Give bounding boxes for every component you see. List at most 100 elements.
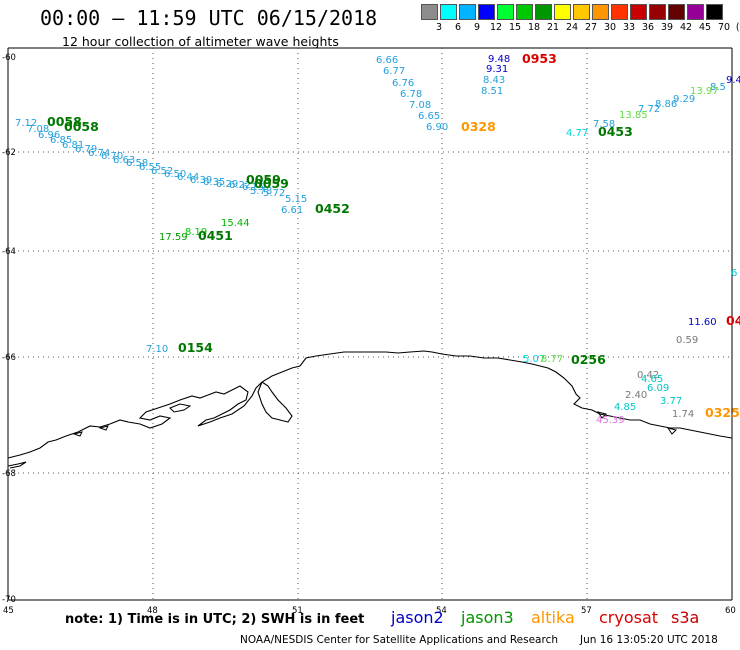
wave-height-label: 6.15 <box>242 182 264 193</box>
wave-height-label: 8.5 <box>710 82 726 93</box>
wave-height-label: 6.61 <box>281 205 303 216</box>
pass-time-label: 0452 <box>315 201 350 216</box>
scale-swatch <box>630 4 647 20</box>
pass-time-label: 0058 <box>64 119 99 134</box>
scale-swatch <box>516 4 533 20</box>
wave-height-label: 6.79 <box>75 144 97 155</box>
pass-time-label: 0328 <box>461 119 496 134</box>
wave-height-labels: 6.666.776.766.787.086.656.90 03289.489.31… <box>15 51 740 426</box>
scale-label: 21 <box>546 22 560 33</box>
scale-label: 30 <box>603 22 617 33</box>
scale-swatch <box>611 4 628 20</box>
wave-height-label: 6.22 <box>229 180 251 191</box>
scale-label: 15 <box>508 22 522 33</box>
wave-height-label: 15.44 <box>221 218 250 229</box>
wave-height-label: 6.39 <box>190 175 212 186</box>
wave-height-label: 6.55 <box>139 162 161 173</box>
legend-altika: altika <box>531 608 575 627</box>
wave-height-label: 13.85 <box>619 110 648 121</box>
wave-height-label: 6.50 <box>164 169 186 180</box>
wave-height-label: 6.44 <box>177 172 199 183</box>
coastline-islands <box>72 403 677 437</box>
pass-time-label: 0325 <box>705 405 740 420</box>
scale-label: 24 <box>565 22 579 33</box>
wave-height-label: 5.07 <box>523 354 545 365</box>
lat-label: -66 <box>2 353 16 363</box>
wave-height-label: 6.63 <box>113 155 135 166</box>
lat-label: -62 <box>2 148 16 158</box>
pass-time-label: 0953 <box>522 51 557 66</box>
scale-label: 45 <box>698 22 712 33</box>
wave-height-label: 7.10 <box>146 344 168 355</box>
wave-height-label: 6.09 <box>647 383 669 394</box>
lat-label: -68 <box>2 469 16 479</box>
pass-time-label: 04 <box>726 313 740 328</box>
wave-height-label: 45.39 <box>596 415 625 426</box>
wave-height-label: 6.78 <box>400 89 422 100</box>
wave-height-label: 6.58 <box>126 158 148 169</box>
wave-height-label: 8.77 <box>541 354 563 365</box>
scale-swatch <box>497 4 514 20</box>
legend-jason2: jason2 <box>391 608 444 627</box>
lon-label: 54 <box>436 606 447 616</box>
scale-swatch <box>668 4 685 20</box>
wave-height-label: 4.77 <box>566 128 588 139</box>
wave-height-label: 8.19 <box>185 227 207 238</box>
scale-label: 9 <box>473 22 481 33</box>
wave-height-label: 6.81 <box>62 140 84 151</box>
wave-height-label: 2.40 <box>625 390 647 401</box>
wave-height-label: 6.35 <box>203 177 225 188</box>
scale-label: 36 <box>641 22 655 33</box>
scale-swatch <box>687 4 704 20</box>
pass-time-label: 0256 <box>571 352 606 367</box>
scale-label: 6 <box>454 22 462 33</box>
scale-swatch <box>535 4 552 20</box>
lat-label: -64 <box>2 247 16 257</box>
lon-label: 57 <box>581 606 592 616</box>
legend-cryosat: cryosat <box>599 608 659 627</box>
lat-label: -60 <box>2 53 16 63</box>
legend-jason3: jason3 <box>461 608 514 627</box>
wave-height-label: 7.58 <box>593 119 615 130</box>
scale-label: 42 <box>679 22 693 33</box>
scale-swatch <box>706 4 723 20</box>
wave-height-label: 6.90 <box>426 122 448 133</box>
pass-time-label: 0154 <box>178 340 213 355</box>
pass-time-label: 0451 <box>198 228 233 243</box>
wave-height-label: 6.65 <box>418 111 440 122</box>
scale-label: (ft) <box>735 22 740 33</box>
lon-label: 51 <box>292 606 303 616</box>
legend-s3a: s3a <box>671 608 700 627</box>
wave-height-label: 6 <box>731 268 737 279</box>
credit-text: NOAA/NESDIS Center for Satellite Applica… <box>240 634 558 646</box>
wave-height-label: 11.60 <box>688 317 717 328</box>
wave-height-label: 7.08 <box>409 100 431 111</box>
wave-height-label: 6.96 <box>38 130 60 141</box>
wave-height-label: 9.29 <box>673 94 695 105</box>
pass-time-label: 0059 <box>254 176 289 191</box>
wave-height-label: 17.59 <box>159 232 188 243</box>
wave-height-label: 9.4 <box>726 75 740 86</box>
footer-note: note: 1) Time is in UTC; 2) SWH is in fe… <box>65 612 365 627</box>
wave-height-label: 8.43 <box>483 75 505 86</box>
coastline <box>7 350 733 469</box>
pass-time-label: 0453 <box>598 124 633 139</box>
lat-label: -70 <box>2 595 16 605</box>
wave-height-label: 6.76 <box>392 78 414 89</box>
scale-swatch <box>440 4 457 20</box>
wave-height-label: 0.59 <box>676 335 698 346</box>
wave-height-label: 7.12 <box>15 118 37 129</box>
wave-height-label: 4.65 <box>641 374 663 385</box>
wave-height-label: 9.31 <box>486 64 508 75</box>
wave-height-label: 6.85 <box>50 135 72 146</box>
wave-height-label: 5.15 <box>285 194 307 205</box>
wave-height-label: 6.77 <box>383 66 405 77</box>
lon-label: 45 <box>3 606 14 616</box>
scale-label: 18 <box>527 22 541 33</box>
scale-label: 70 <box>717 22 731 33</box>
wave-height-label: 6.29 <box>216 179 238 190</box>
scale-swatch <box>592 4 609 20</box>
scale-swatch <box>478 4 495 20</box>
pass-time-label: 0059 <box>246 172 281 187</box>
wave-height-label: 13.97 <box>690 86 719 97</box>
